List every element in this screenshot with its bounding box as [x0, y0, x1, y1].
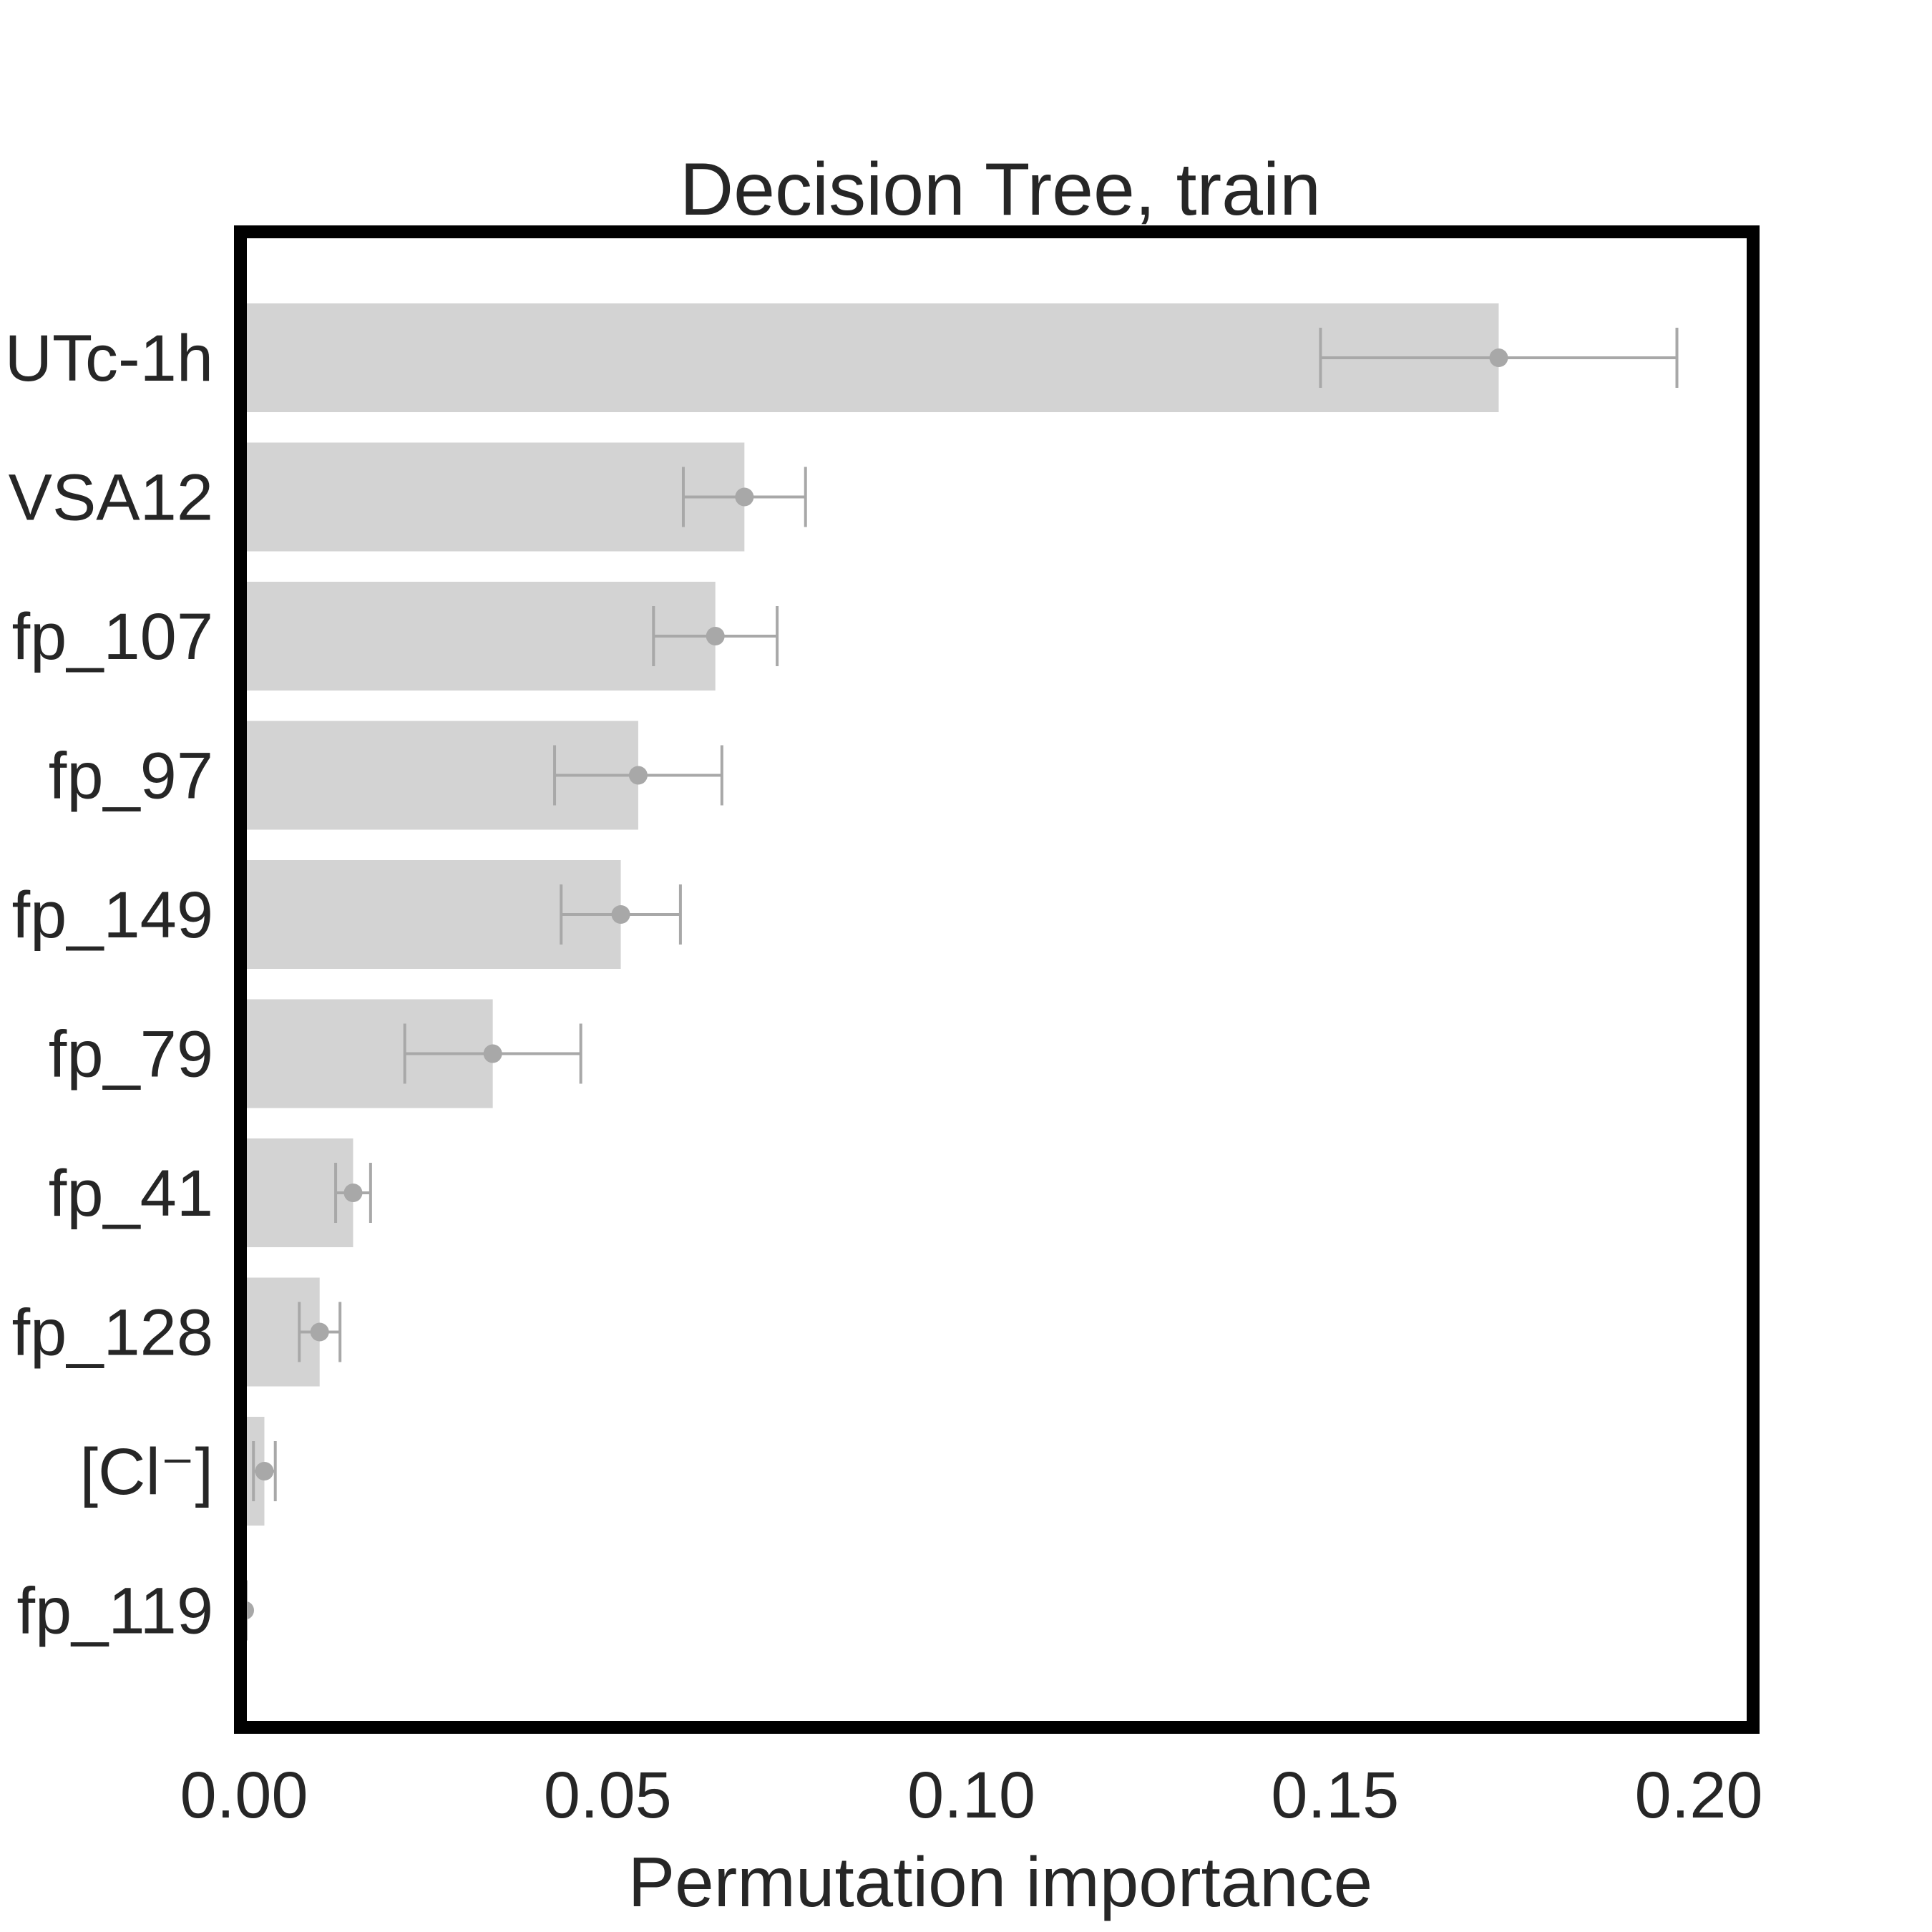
- mean-point: [310, 1322, 329, 1342]
- mean-point: [735, 487, 754, 507]
- plot-frame: [234, 225, 1760, 1734]
- error-bar-7: [298, 1302, 342, 1362]
- y-tick-label: fp_79: [49, 1018, 213, 1091]
- mean-point: [628, 766, 648, 785]
- y-tick-label: fp_149: [12, 879, 213, 952]
- y-tick-label: [Cl⁻]: [79, 1435, 213, 1508]
- y-tick-label: fp_97: [49, 740, 213, 813]
- x-tick-labels: 0.00 0.05 0.10 0.15 0.20: [180, 1759, 1762, 1832]
- mean-point: [611, 905, 630, 924]
- chart-title: Decision Tree, train: [680, 148, 1321, 231]
- error-bar-3: [553, 745, 723, 806]
- mean-point: [483, 1044, 502, 1063]
- mean-point: [706, 627, 725, 645]
- y-tick-label: fp_128: [12, 1297, 213, 1370]
- y-tick-labels: UTc-1h VSA12 fp_107 fp_97 fp_149 fp_79 fp_41fp…: [5, 322, 213, 1648]
- x-tick-label: 0.15: [1271, 1759, 1399, 1832]
- x-tick-label: 0.00: [180, 1759, 308, 1832]
- error-bar-4: [560, 884, 682, 945]
- y-tick-label: fp_41: [49, 1157, 213, 1230]
- error-bar-6: [334, 1163, 372, 1223]
- y-tick-label: fp_119: [16, 1575, 213, 1648]
- mean-point: [343, 1184, 363, 1202]
- y-tick-label: UTc-1h: [5, 322, 213, 395]
- x-tick-label: 0.20: [1634, 1759, 1762, 1832]
- x-tick-label: 0.10: [907, 1759, 1035, 1832]
- error-bar-5: [403, 1023, 582, 1084]
- error-bar-8: [252, 1441, 277, 1501]
- error-bars-layer: [235, 328, 1679, 1641]
- error-bar-1: [681, 467, 807, 527]
- bar-2: [244, 582, 716, 691]
- bar-1: [244, 442, 745, 552]
- mean-point: [1489, 348, 1508, 367]
- bar-4: [244, 860, 621, 969]
- error-bar-2: [652, 606, 779, 666]
- error-bar-0: [1319, 328, 1679, 388]
- mean-point: [255, 1462, 274, 1480]
- bars-layer: [244, 303, 1499, 1665]
- y-tick-label: VSA12: [9, 462, 213, 535]
- x-axis-label: Permutation importance: [628, 1843, 1372, 1921]
- x-tick-label: 0.05: [544, 1759, 672, 1832]
- y-tick-label: fp_107: [12, 600, 213, 673]
- bar-0: [244, 303, 1499, 412]
